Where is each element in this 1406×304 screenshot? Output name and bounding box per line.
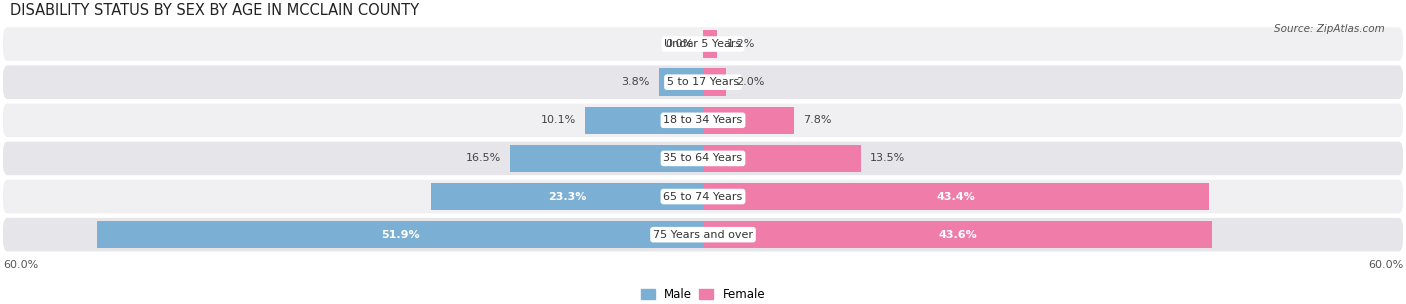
Bar [703, 107, 794, 134]
Text: 51.9%: 51.9% [381, 230, 419, 240]
Bar [585, 107, 703, 134]
Text: 16.5%: 16.5% [465, 154, 501, 164]
Legend: Male, Female: Male, Female [641, 288, 765, 301]
Bar [703, 145, 860, 172]
Bar [703, 30, 717, 58]
Text: 13.5%: 13.5% [870, 154, 905, 164]
FancyBboxPatch shape [3, 65, 1403, 99]
Bar [97, 221, 703, 248]
FancyBboxPatch shape [3, 27, 1403, 61]
Bar [703, 221, 1212, 248]
Bar [703, 183, 1209, 210]
FancyBboxPatch shape [3, 104, 1403, 137]
Text: 5 to 17 Years: 5 to 17 Years [666, 77, 740, 87]
Text: 35 to 64 Years: 35 to 64 Years [664, 154, 742, 164]
Text: 60.0%: 60.0% [1368, 260, 1403, 270]
Text: 43.6%: 43.6% [938, 230, 977, 240]
Text: 65 to 74 Years: 65 to 74 Years [664, 192, 742, 202]
Bar [658, 68, 703, 96]
Text: 60.0%: 60.0% [3, 260, 38, 270]
Bar [432, 183, 703, 210]
Text: 18 to 34 Years: 18 to 34 Years [664, 115, 742, 125]
Text: Under 5 Years: Under 5 Years [665, 39, 741, 49]
Bar [510, 145, 703, 172]
FancyBboxPatch shape [3, 142, 1403, 175]
FancyBboxPatch shape [3, 180, 1403, 213]
Text: 3.8%: 3.8% [621, 77, 650, 87]
Text: 10.1%: 10.1% [540, 115, 576, 125]
Text: 1.2%: 1.2% [727, 39, 755, 49]
Text: Source: ZipAtlas.com: Source: ZipAtlas.com [1274, 24, 1385, 34]
Text: 75 Years and over: 75 Years and over [652, 230, 754, 240]
Bar [703, 68, 727, 96]
Text: 23.3%: 23.3% [548, 192, 586, 202]
Text: 2.0%: 2.0% [735, 77, 763, 87]
Text: 7.8%: 7.8% [803, 115, 832, 125]
Text: 43.4%: 43.4% [936, 192, 976, 202]
Text: DISABILITY STATUS BY SEX BY AGE IN MCCLAIN COUNTY: DISABILITY STATUS BY SEX BY AGE IN MCCLA… [10, 3, 419, 18]
FancyBboxPatch shape [3, 218, 1403, 251]
Text: 0.0%: 0.0% [665, 39, 693, 49]
